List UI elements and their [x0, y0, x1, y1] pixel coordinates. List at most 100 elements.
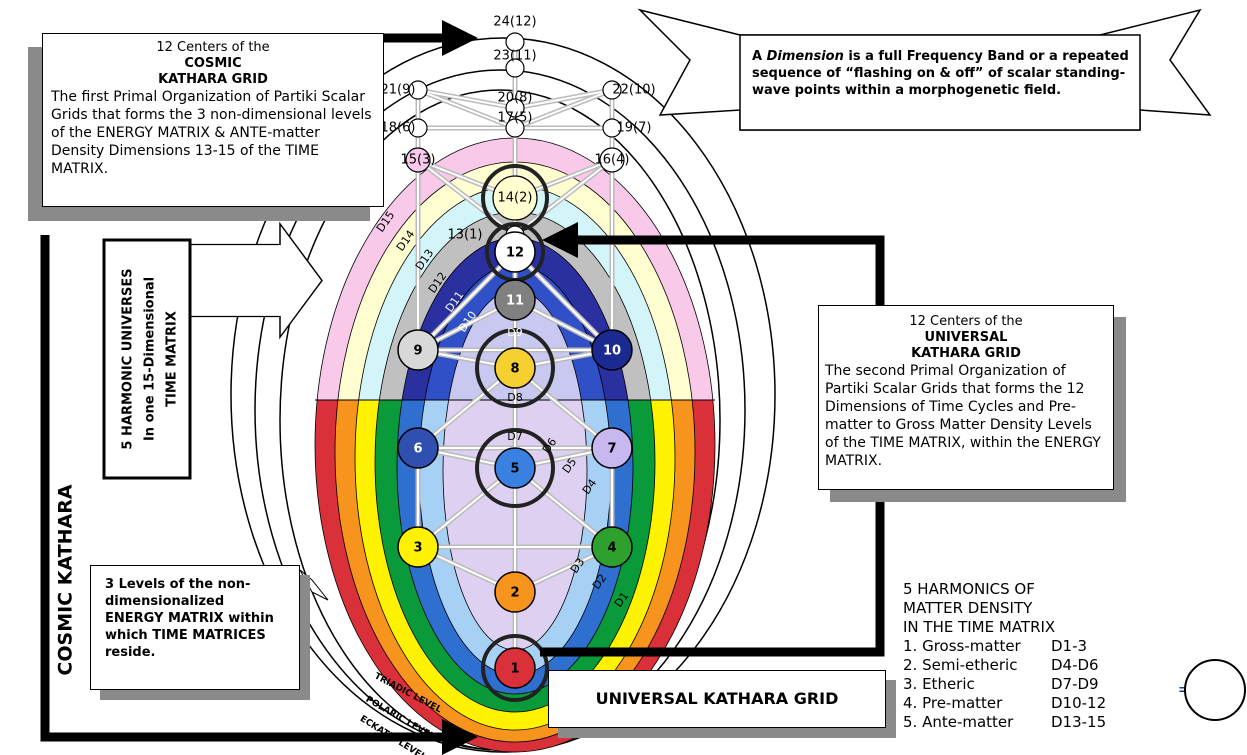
node [599, 147, 625, 173]
item: 2. Semi-etheric D4-D6 [903, 656, 1106, 675]
connector-edge [514, 89, 613, 109]
item-name: 5. Ante-matter [903, 713, 1014, 731]
text: KATHARA GRID [911, 346, 1021, 361]
node-label: 17(5) [498, 111, 533, 126]
dimension-label: D8 [507, 391, 522, 404]
item-range: D13-15 [1051, 713, 1107, 731]
node [602, 80, 622, 100]
node-label: 22(10) [612, 83, 655, 98]
node [494, 571, 536, 613]
universal-label: UNIVERSAL KATHARA GRID [548, 670, 886, 728]
node [494, 347, 536, 389]
node [591, 526, 633, 568]
node-label: 13(1) [448, 228, 483, 243]
cosmic-kathara: COSMIC KATHARA [55, 484, 77, 675]
node [494, 447, 536, 489]
circle [1184, 659, 1246, 721]
connector-edge [417, 467, 516, 548]
text: KATHARA GRID [158, 72, 268, 87]
connector-edge [417, 367, 516, 449]
node-label: 9 [413, 344, 422, 359]
connector-edge [417, 89, 516, 129]
item-name: 1. Gross-matter [903, 637, 1021, 655]
node-label: 14(2) [498, 191, 533, 206]
text: A [752, 49, 763, 64]
node-label: 4 [607, 541, 616, 556]
text: Dimension [766, 49, 844, 64]
harmonic-text: 5 HARMONIC UNIVERSES [121, 268, 136, 449]
item-range: D10-12 [1051, 694, 1107, 712]
node-label: 1 [510, 662, 519, 677]
connector-edge [514, 159, 613, 236]
text: The first Primal Organization of Partiki… [51, 89, 372, 177]
node-label: 24(12) [493, 15, 536, 30]
item: 5. Ante-matter D13-15 [903, 713, 1106, 732]
energy-box: 3 Levels of the non-dimensionalized ENER… [90, 565, 300, 690]
node-label: 6 [413, 442, 422, 457]
node [505, 98, 525, 118]
connector-edge [417, 251, 516, 351]
item: 3. Etheric D7-D9 [903, 675, 1106, 694]
node [602, 118, 622, 138]
node [591, 427, 633, 469]
node [494, 279, 536, 321]
node-label: 3 [413, 541, 422, 556]
text: is a full Frequency Band or a repeated s… [752, 49, 1129, 98]
node [591, 329, 633, 371]
node [494, 647, 536, 689]
item-name: 2. Semi-etheric [903, 656, 1018, 674]
halo [481, 634, 549, 702]
banner-text: A Dimension is a full Frequency Band or … [752, 48, 1132, 99]
harmonic-text: In one 15-Dimensional [143, 277, 158, 441]
text: UNIVERSAL [924, 330, 1008, 345]
connector-edge [514, 89, 613, 129]
connector-edge [514, 367, 613, 449]
cosmic-box: 12 Centers of the COSMIC KATHARA GRID Th… [42, 33, 384, 207]
heading: 5 HARMONICS OF [903, 580, 1035, 598]
node [397, 329, 439, 371]
text: The second Primal Organization of Partik… [825, 363, 1101, 469]
node-label: 15(3) [401, 153, 436, 168]
node [405, 147, 431, 173]
node-label: 16(4) [595, 153, 630, 168]
item-range: D1-3 [1051, 637, 1088, 655]
text: COSMIC [184, 56, 242, 71]
harmonics-list: 5 HARMONICS OF MATTER DENSITY IN THE TIME … [903, 580, 1106, 732]
node-label: 18(6) [381, 121, 416, 136]
item: 4. Pre-matter D10-12 [903, 694, 1106, 713]
item-name: 3. Etheric [903, 675, 975, 693]
item: 1. Gross-matter D1-3 [903, 637, 1106, 656]
dimension-label: D9 [507, 326, 522, 339]
node [408, 118, 428, 138]
node [492, 175, 538, 221]
node [505, 58, 525, 78]
node-label: 10 [603, 344, 621, 359]
node [494, 231, 536, 273]
connector-edge [514, 467, 613, 548]
connector-edge [514, 251, 613, 351]
node-label: 12 [506, 246, 524, 261]
dimension-label: D7 [507, 430, 522, 443]
node [397, 427, 439, 469]
heading: IN THE TIME MATRIX [903, 618, 1056, 636]
node [408, 80, 428, 100]
harmonic-text: TIME MATRIX [165, 311, 180, 407]
halo [475, 328, 555, 408]
node-label: 7 [607, 442, 616, 457]
node-label: 5 [510, 462, 519, 477]
text: 12 Centers of the [909, 314, 1023, 329]
heading: MATTER DENSITY [903, 599, 1033, 617]
node [505, 32, 525, 52]
item-name: 4. Pre-matter [903, 694, 1003, 712]
connector-edge [417, 89, 516, 109]
node-label: 21(9) [381, 83, 416, 98]
node-label: 20(8) [498, 91, 533, 106]
item-range: D7-D9 [1051, 675, 1099, 693]
node-label: 2 [510, 586, 519, 601]
node-label: 19(7) [617, 121, 652, 136]
harmonic-box [102, 238, 192, 480]
node-label: 11 [506, 294, 524, 309]
node [505, 118, 525, 138]
